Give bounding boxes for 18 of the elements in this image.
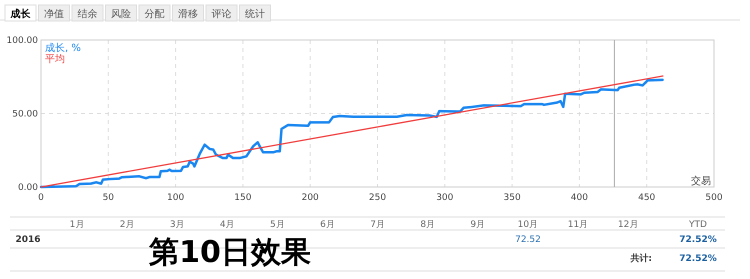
x-tick-label: 50 — [102, 193, 114, 203]
tabs: 成长 净值 结余 风险 分配 滑移 评论 统计 — [0, 4, 740, 22]
x-tick-label: 0 — [38, 193, 44, 203]
legend: 成长, % 平均 — [45, 43, 81, 65]
y-tick-label: 100.00 — [6, 36, 38, 46]
y-tick-label: 50.00 — [12, 110, 38, 120]
x-tick-label: 250 — [368, 193, 386, 203]
x-tick-label: 500 — [705, 193, 723, 203]
table: 1月 2月 3月 4月 5月 6月 7月 8月 9月 10月 11月 12月 YTD 2016 第10日效果 72.52 72.52% 共计: 72.52% — [10, 216, 726, 272]
x-tick-label: 450 — [638, 193, 656, 203]
x-tick-label: 300 — [436, 193, 454, 203]
x-tick-label: 400 — [570, 193, 588, 203]
y-tick-label: 0.00 — [18, 183, 38, 193]
x-tick-label: 150 — [234, 193, 252, 203]
x-axis-title: 交易 — [691, 175, 711, 187]
x-tick-label: 350 — [504, 193, 521, 203]
x-tick-label: 100 — [167, 193, 184, 203]
x-tick-label: 200 — [302, 193, 320, 203]
